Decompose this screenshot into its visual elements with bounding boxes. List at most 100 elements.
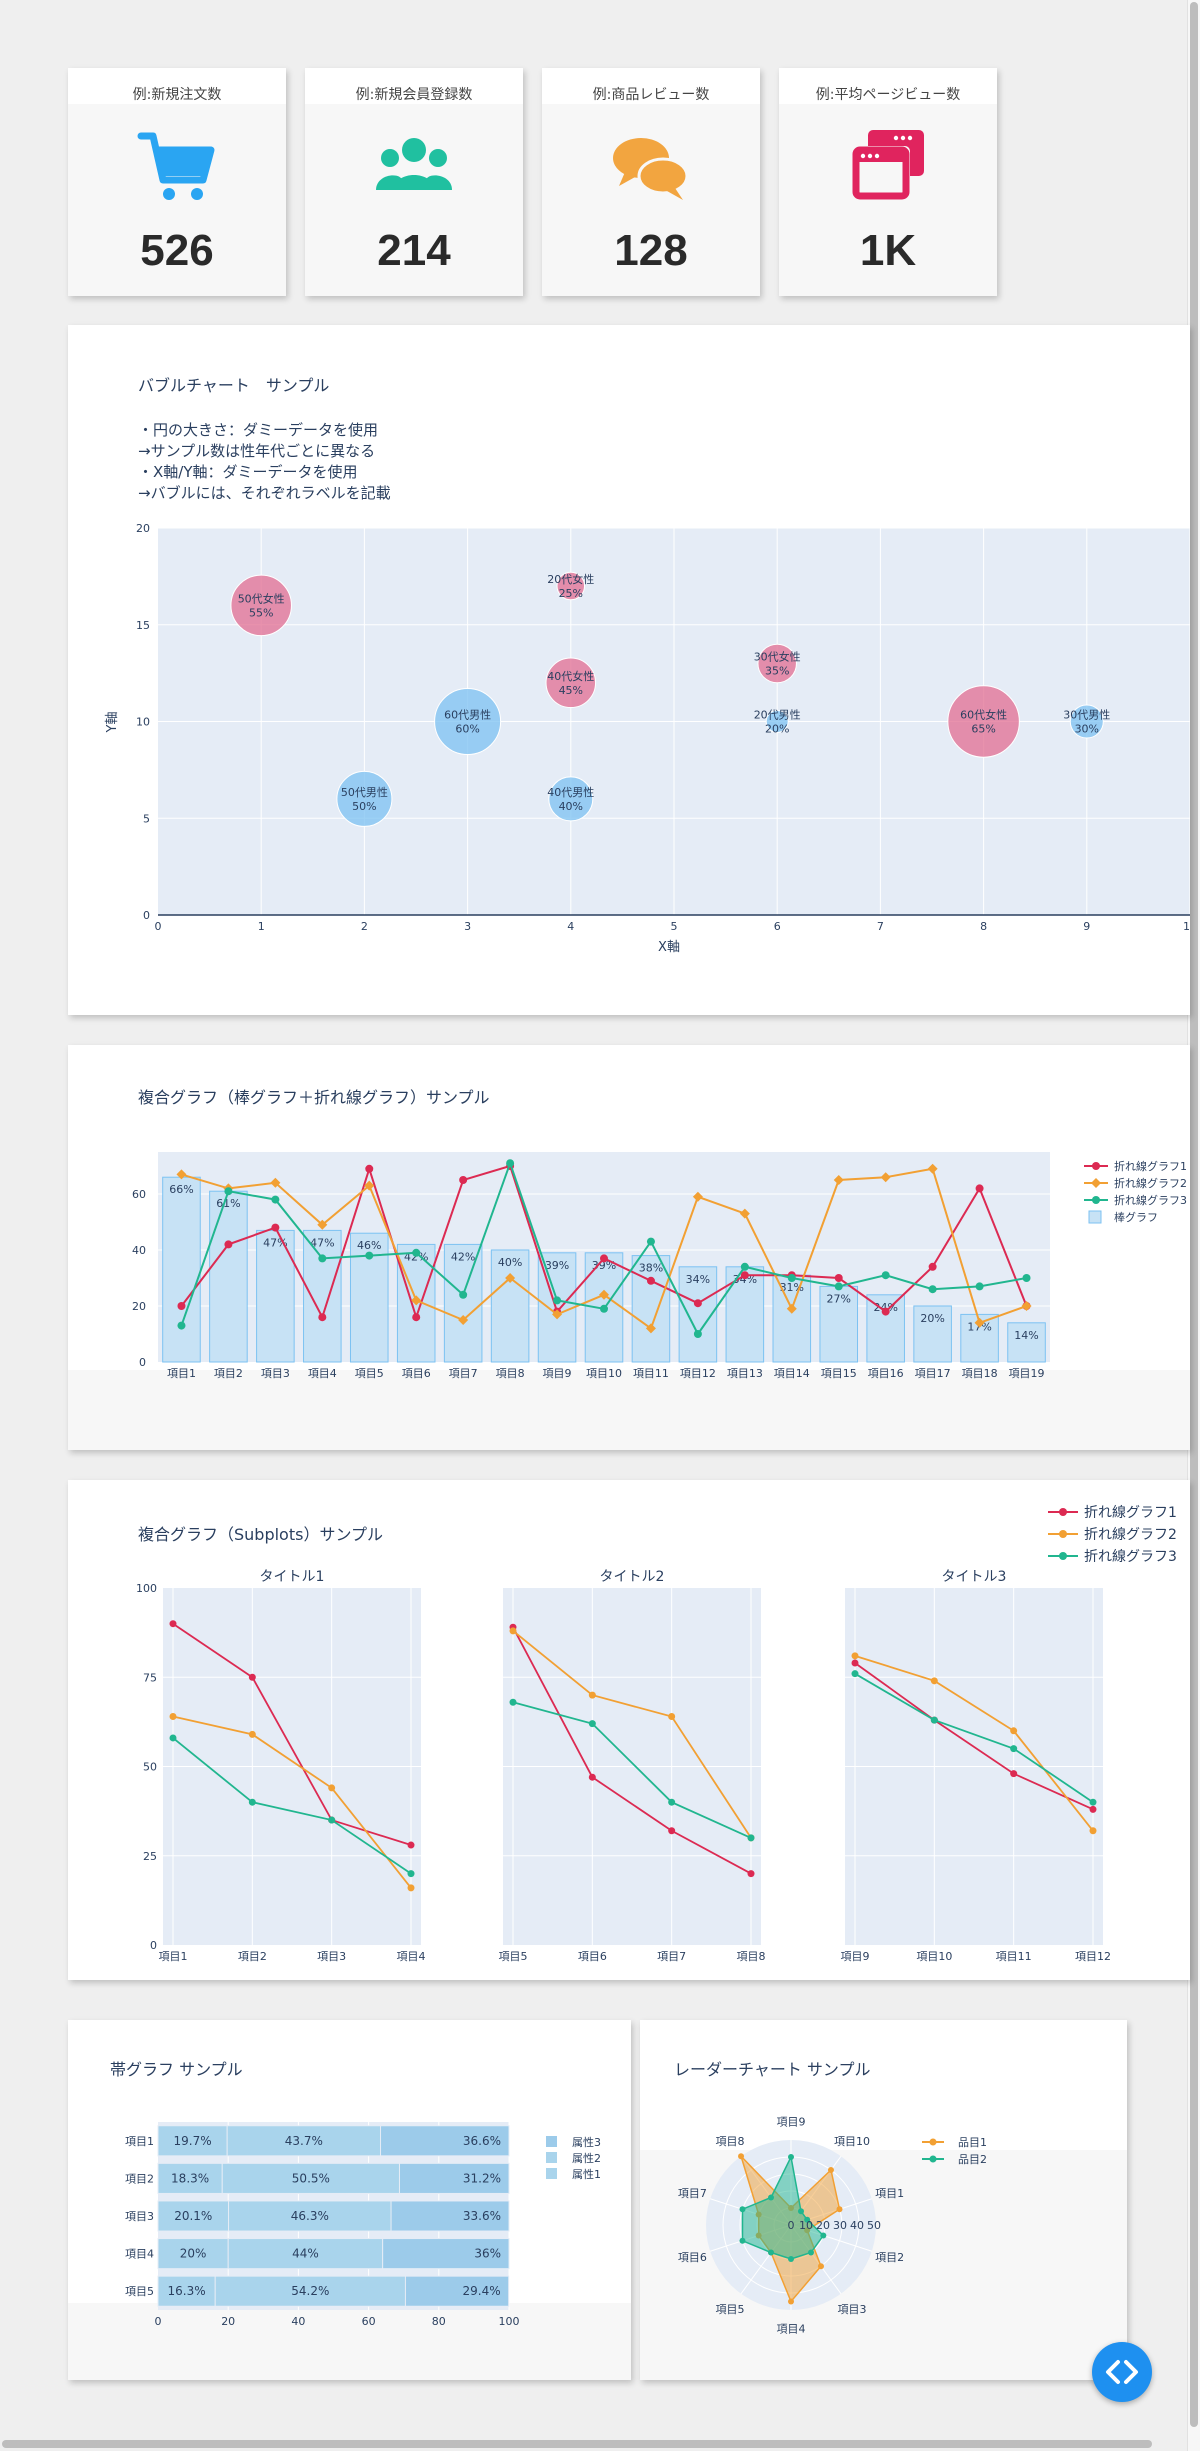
legend-marker [1092, 1196, 1100, 1204]
bubble-label: 30代男性 [1063, 708, 1110, 722]
series-point [975, 1282, 984, 1291]
legend-marker [546, 2152, 557, 2163]
x-tick-label: 項目15 [821, 1367, 857, 1380]
bar [866, 1294, 905, 1363]
code-toggle-button[interactable] [1092, 2342, 1152, 2402]
legend-label: 折れ線グラフ2 [1084, 1527, 1177, 1543]
segment-label: 43.7% [285, 2134, 323, 2148]
bubble-chart-card: バブルチャート サンプル ・円の大きさ：ダミーデータを使用 →サンプル数は性年代… [68, 325, 1190, 1015]
horizontal-scroll-thumb[interactable] [2, 2440, 1152, 2448]
description-line: →サンプル数は性年代ごとに異なる [138, 442, 375, 460]
vertical-scroll-thumb[interactable] [1190, 2, 1198, 2427]
radial-tick-label: 20 [816, 2219, 830, 2232]
bubble-label: 60代男性 [444, 708, 491, 722]
radar-point [827, 2166, 834, 2173]
series-point [459, 1290, 468, 1299]
radar-point [797, 2208, 804, 2215]
bar-label: 20% [920, 1312, 944, 1325]
series-point [668, 1798, 676, 1806]
legend-label: 折れ線グラフ2 [1114, 1176, 1187, 1190]
bar-label: 47% [310, 1236, 334, 1249]
series-point [328, 1784, 336, 1792]
series-point [1021, 1301, 1032, 1311]
series-point [509, 1627, 517, 1635]
bar [1007, 1322, 1046, 1363]
series-point [328, 1816, 336, 1824]
radar-point [739, 2206, 746, 2213]
segment-label: 19.7% [174, 2134, 212, 2148]
bar [209, 1190, 248, 1363]
series-point [928, 1285, 937, 1294]
x-tick-label: 9 [1083, 920, 1090, 933]
stacked-segment [226, 2125, 382, 2157]
x-tick-label: 項目8 [496, 1367, 525, 1380]
x-tick-label: 20 [221, 2315, 235, 2328]
polar-axis-label: 項目3 [837, 2303, 866, 2316]
kpi-card-pageviews: 例:平均ページビュー数 1K [779, 68, 997, 296]
y-tick-label: 0 [143, 909, 150, 922]
series-point [668, 1713, 676, 1721]
bubble [757, 643, 797, 684]
legend-label: 棒グラフ [1114, 1210, 1158, 1224]
series-point [930, 1716, 938, 1724]
chart-title: 複合グラフ（棒グラフ＋折れ線グラフ）サンプル [138, 1088, 490, 1107]
polar-axis-label: 項目1 [875, 2187, 904, 2200]
kpi-label: 例:平均ページビュー数 [815, 87, 961, 103]
series-point [169, 1620, 177, 1628]
radar-point [768, 2249, 775, 2256]
series-point [552, 1309, 563, 1320]
x-tick-label: 項目10 [586, 1367, 622, 1380]
series-point [411, 1295, 422, 1306]
segment-label: 31.2% [463, 2171, 501, 2185]
combo-chart-card: 複合グラフ（棒グラフ＋折れ線グラフ）サンプル 0 20 40 60 項目1 項目2 項目3 項… [68, 1045, 1190, 1450]
bubble-pct: 20% [765, 723, 789, 736]
x-tick-label: 項目16 [868, 1367, 904, 1380]
bubble-label: 30代女性 [754, 649, 801, 663]
radial-tick-label: 30 [833, 2219, 847, 2232]
y-tick-label: 10 [136, 716, 150, 729]
series-point [600, 1304, 608, 1313]
x-tick-label: 項目2 [214, 1367, 243, 1380]
polar-axis-label: 項目5 [716, 2303, 745, 2316]
series-point [1010, 1770, 1018, 1778]
stacked-segment [382, 2238, 510, 2270]
stacked-segment [390, 2200, 510, 2232]
x-tick-label: 項目12 [680, 1367, 716, 1380]
horizontal-scrollbar[interactable] [0, 2439, 1186, 2449]
x-tick-label: 項目8 [737, 1950, 766, 1963]
series-point [224, 1240, 233, 1249]
series-point [270, 1177, 281, 1188]
bubble-label: 40代男性 [547, 785, 594, 799]
bubble [230, 574, 292, 637]
stacked-segment [398, 2162, 510, 2194]
series-point [248, 1730, 256, 1738]
series-line [512, 1626, 752, 1875]
legend-label: 品目1 [958, 2136, 987, 2149]
stacked-segment [157, 2238, 229, 2270]
stacked-segment [221, 2162, 400, 2194]
x-tick-label: 4 [567, 920, 574, 933]
series-point [881, 1271, 890, 1280]
x-tick-label: 項目11 [996, 1950, 1032, 1963]
bubble-pct: 50% [352, 800, 376, 813]
bar [913, 1305, 952, 1363]
series-line [172, 1737, 412, 1875]
bar [162, 1176, 201, 1363]
bar [490, 1249, 530, 1363]
kpi-card-reviews: 例:商品レビュー数 128 [542, 68, 760, 296]
series-point [412, 1313, 421, 1322]
polar-axis-label: 項目2 [875, 2251, 904, 2264]
bubble [765, 710, 789, 733]
bubble-pct: 25% [559, 587, 583, 600]
y-tick-label: 5 [143, 812, 150, 825]
radar-point [788, 2256, 794, 2262]
series-point [1089, 1798, 1097, 1806]
segment-label: 16.3% [168, 2284, 206, 2298]
series-point [787, 1274, 796, 1282]
x-tick-label: 項目7 [657, 1950, 686, 1963]
segment-label: 20% [180, 2247, 207, 2261]
bubble-label: 60代女性 [960, 708, 1007, 722]
radar-point [768, 2194, 775, 2201]
x-tick-label: 60 [362, 2315, 376, 2328]
chart-title: レーダーチャート サンプル [674, 2060, 870, 2079]
